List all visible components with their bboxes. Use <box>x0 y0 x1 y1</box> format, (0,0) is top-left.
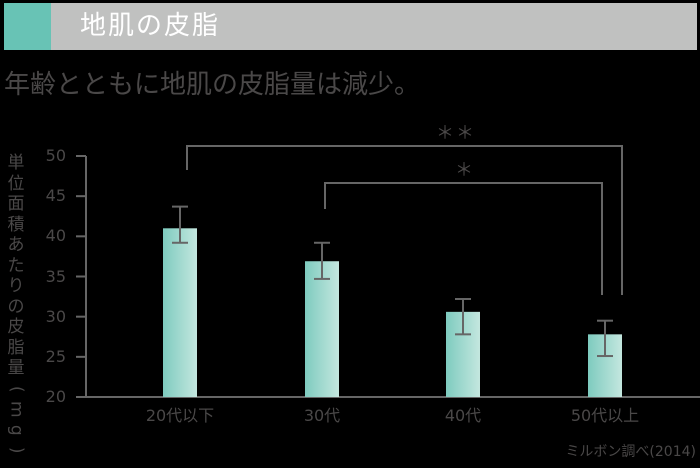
bar <box>163 228 197 397</box>
y-tick-label: 30 <box>45 306 66 326</box>
significance-outer: ＊＊ <box>436 123 476 144</box>
y-axis-label: 単位面積あたりの皮脂量(m g) <box>6 153 27 454</box>
bracket-inner <box>324 182 603 295</box>
y-tick-label: 40 <box>45 226 66 246</box>
x-tick-label: 40代 <box>444 406 482 425</box>
y-tick-label: 35 <box>45 266 66 286</box>
accent-square <box>4 3 51 50</box>
source-note: ミルボン調べ(2014) <box>565 444 696 460</box>
significance-inner: ＊ <box>455 160 473 181</box>
bracket-outer <box>186 145 623 295</box>
x-tick-label: 50代以上 <box>570 406 640 425</box>
chart-subtitle: 年齢とともに地肌の皮脂量は減少。 <box>4 70 421 100</box>
y-tick-label: 45 <box>45 186 66 206</box>
x-tick-label: 30代 <box>303 406 341 425</box>
bar <box>305 261 339 397</box>
page-title: 地肌の皮脂 <box>80 11 221 41</box>
y-tick-label: 25 <box>45 346 66 366</box>
y-tick-label: 50 <box>45 146 66 165</box>
header-band: 地肌の皮脂 <box>4 3 697 50</box>
y-tick-label: 20 <box>45 387 66 406</box>
x-tick-label: 20代以下 <box>145 406 215 425</box>
